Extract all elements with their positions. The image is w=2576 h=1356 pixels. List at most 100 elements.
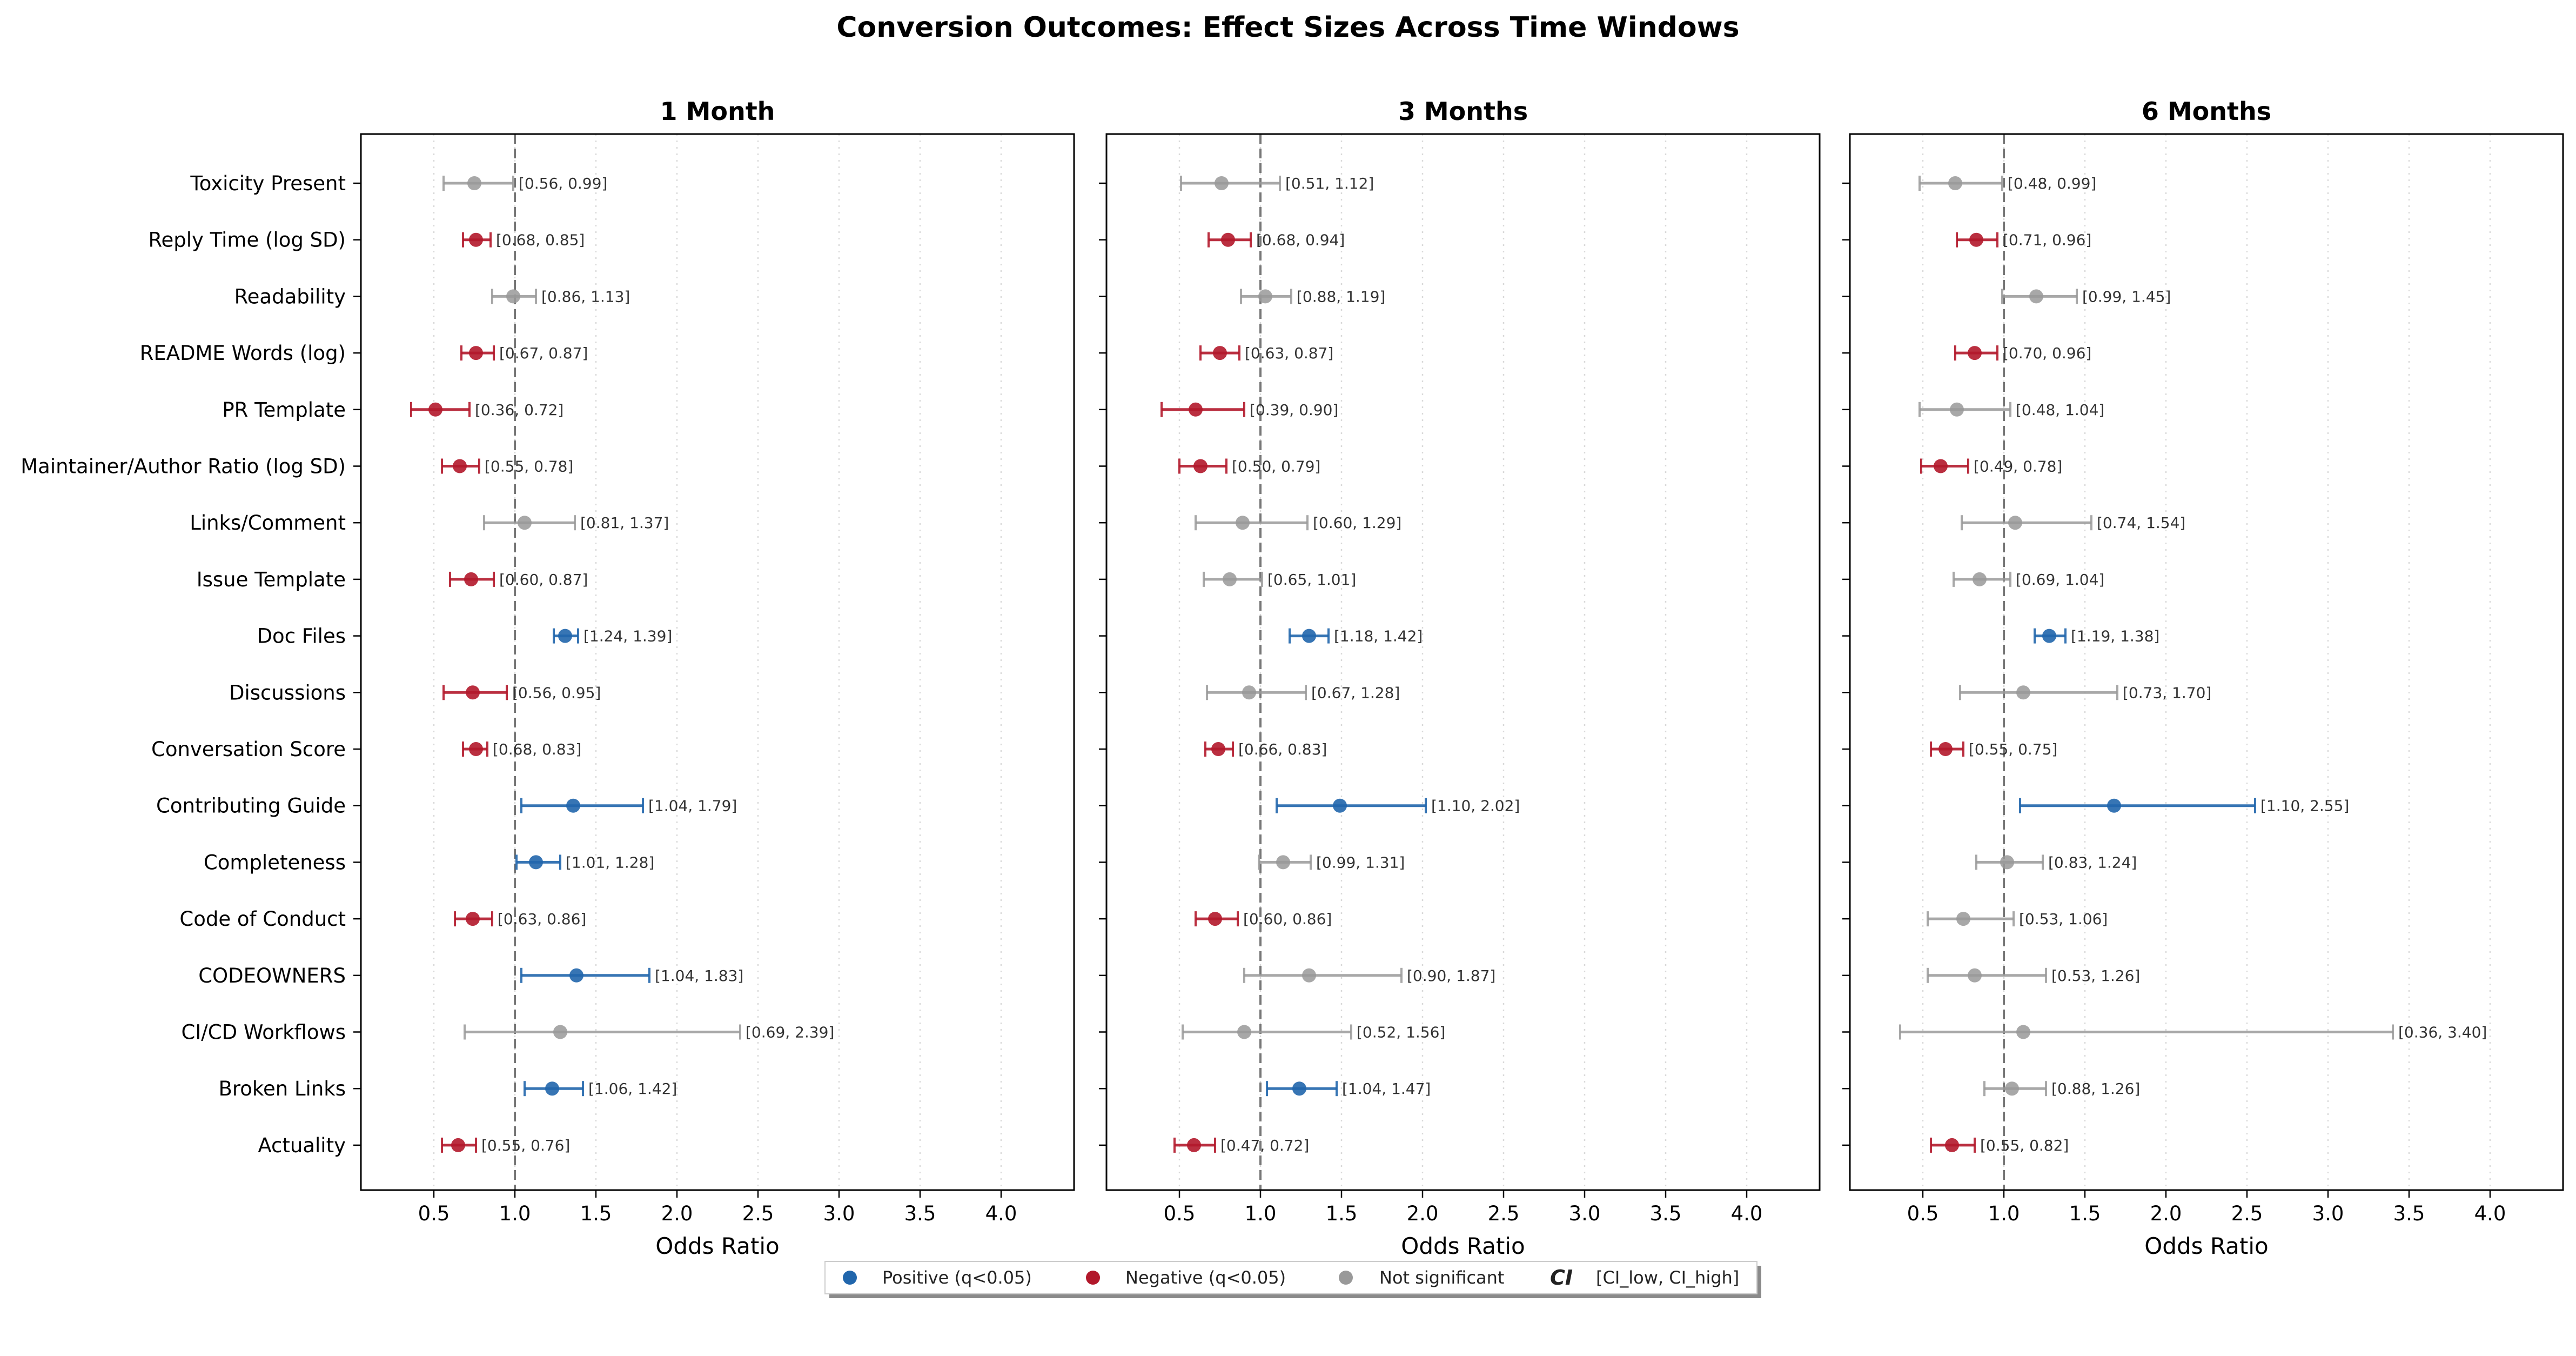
ci-annotation: [0.48, 0.99]: [2008, 175, 2096, 192]
odds-ratio-point: [1208, 912, 1222, 926]
odds-ratio-point: [1934, 459, 1948, 473]
panel-1-month: 0.5 1.0 1.5 2.0 2.5 3.0 3.5 4.0 1 Month Toxicity …: [21, 97, 1075, 1259]
ci-annotation: [0.65, 1.01]: [1267, 571, 1356, 589]
x-tick-label: 1.0: [1245, 1202, 1277, 1225]
legend: Positive (q<0.05) Negative (q<0.05) Not si…: [824, 1261, 1761, 1298]
odds-ratio-point: [506, 289, 520, 304]
ci-annotation: [1.18, 1.42]: [1334, 627, 1423, 645]
legend-label: Negative (q<0.05): [1125, 1267, 1286, 1288]
odds-ratio-point: [428, 402, 442, 417]
ci-annotation: [0.81, 1.37]: [580, 514, 669, 532]
ci-annotation: [0.68, 0.94]: [1256, 231, 1345, 249]
x-axis-label: Odds Ratio: [1401, 1233, 1525, 1259]
ci-annotation: [0.99, 1.31]: [1316, 853, 1405, 871]
odds-ratio-point: [2008, 516, 2022, 530]
ci-annotation: [0.48, 1.04]: [2016, 401, 2104, 419]
ci-annotation: [0.67, 1.28]: [1311, 684, 1400, 702]
x-axis-label: Odds Ratio: [655, 1233, 779, 1259]
x-tick-label: 1.5: [2069, 1202, 2101, 1225]
x-tick-label: 3.5: [904, 1202, 936, 1225]
ci-annotation: [0.71, 0.96]: [2003, 231, 2091, 249]
panel-6-months: 0.5 1.0 1.5 2.0 2.5 3.0 3.5 4.0 6 Months [0.48, 0…: [1842, 97, 2564, 1259]
panel-3-months: 0.5 1.0 1.5 2.0 2.5 3.0 3.5 4.0 3 Months [0.51, 1…: [1099, 97, 1821, 1259]
x-tick-label: 2.0: [1407, 1202, 1439, 1225]
odds-ratio-point: [1237, 1025, 1251, 1039]
y-tick-label: Issue Template: [197, 568, 346, 591]
x-tick-label: 2.5: [2231, 1202, 2263, 1225]
ci-annotation: [0.60, 0.87]: [499, 571, 588, 589]
odds-ratio-point: [1292, 1081, 1306, 1096]
ci-annotation: [0.56, 0.99]: [519, 175, 607, 192]
x-tick-label: 4.0: [1731, 1202, 1763, 1225]
y-tick-label: Conversation Score: [151, 738, 346, 761]
odds-ratio-point: [469, 232, 483, 247]
odds-ratio-point: [1276, 855, 1290, 870]
ci-annotation: [0.55, 0.82]: [1980, 1137, 2069, 1154]
x-axis-label: Odds Ratio: [2144, 1233, 2268, 1259]
panel-title: 3 Months: [1398, 97, 1528, 126]
odds-ratio-point: [1236, 516, 1250, 530]
y-tick-label: Toxicity Present: [190, 172, 346, 195]
y-tick-label: Doc Files: [257, 625, 346, 648]
odds-ratio-point: [2107, 798, 2121, 813]
y-tick-label: Links/Comment: [190, 511, 346, 535]
odds-ratio-point: [566, 798, 580, 813]
ci-annotation: [0.86, 1.13]: [541, 288, 630, 305]
y-tick-label: CODEOWNERS: [198, 964, 346, 987]
ci-annotation: [0.47, 0.72]: [1220, 1137, 1309, 1154]
odds-ratio-point: [518, 516, 532, 530]
x-tick-label: 3.0: [1569, 1202, 1601, 1225]
odds-ratio-point: [1333, 798, 1347, 813]
odds-ratio-point: [466, 685, 480, 700]
ci-annotation: [0.53, 1.26]: [2051, 967, 2140, 985]
odds-ratio-point: [1969, 232, 1983, 247]
legend-label: Not significant: [1379, 1267, 1504, 1288]
odds-ratio-point: [529, 855, 543, 870]
ci-annotation: [0.56, 0.95]: [512, 684, 601, 702]
odds-ratio-point: [469, 346, 483, 360]
ci-annotation: [0.70, 0.96]: [2003, 344, 2091, 362]
ci-annotation: [0.66, 0.83]: [1238, 740, 1327, 758]
legend-label: Positive (q<0.05): [882, 1267, 1032, 1288]
ci-annotation: [0.36, 3.40]: [2398, 1024, 2487, 1041]
x-tick-label: 2.0: [2150, 1202, 2182, 1225]
odds-ratio-point: [469, 742, 483, 756]
x-tick-label: 3.0: [823, 1202, 855, 1225]
x-tick-label: 0.5: [418, 1202, 450, 1225]
ci-annotation: [0.51, 1.12]: [1285, 175, 1374, 192]
panel-title: 6 Months: [2142, 97, 2271, 126]
odds-ratio-point: [1211, 742, 1225, 756]
odds-ratio-point: [1258, 289, 1272, 304]
odds-ratio-point: [553, 1025, 567, 1039]
ci-annotation: [0.67, 0.87]: [499, 344, 588, 362]
odds-ratio-point: [1968, 968, 1982, 983]
odds-ratio-point: [2016, 1025, 2030, 1039]
ci-annotation: [0.88, 1.26]: [2051, 1080, 2140, 1098]
x-tick-label: 1.5: [1326, 1202, 1358, 1225]
odds-ratio-point: [1242, 685, 1256, 700]
ci-annotation: [0.60, 0.86]: [1243, 910, 1332, 928]
ci-annotation: [0.50, 0.79]: [1232, 458, 1320, 476]
ci-annotation: [0.73, 1.70]: [2123, 684, 2211, 702]
odds-ratio-point: [2016, 685, 2030, 700]
y-tick-label: Actuality: [258, 1134, 346, 1157]
odds-ratio-point: [1187, 1138, 1201, 1152]
y-tick-label: Readability: [234, 285, 346, 308]
ci-annotation: [1.04, 1.79]: [648, 797, 737, 815]
odds-ratio-point: [466, 912, 480, 926]
x-tick-label: 2.5: [1488, 1202, 1520, 1225]
ci-annotation: [1.10, 2.55]: [2260, 797, 2349, 815]
y-tick-label: Code of Conduct: [179, 907, 346, 931]
legend-ci-symbol: CI: [1550, 1266, 1573, 1290]
x-tick-label: 2.0: [661, 1202, 693, 1225]
x-tick-label: 2.5: [742, 1202, 774, 1225]
odds-ratio-point: [1938, 742, 1953, 756]
odds-ratio-point: [2042, 629, 2056, 643]
odds-ratio-point: [1302, 629, 1316, 643]
ci-annotation: [0.90, 1.87]: [1407, 967, 1495, 985]
ci-annotation: [0.69, 1.04]: [2016, 571, 2104, 589]
y-tick-label: Discussions: [229, 681, 346, 704]
odds-ratio-point: [558, 629, 572, 643]
ci-annotation: [0.83, 1.24]: [2048, 853, 2137, 871]
